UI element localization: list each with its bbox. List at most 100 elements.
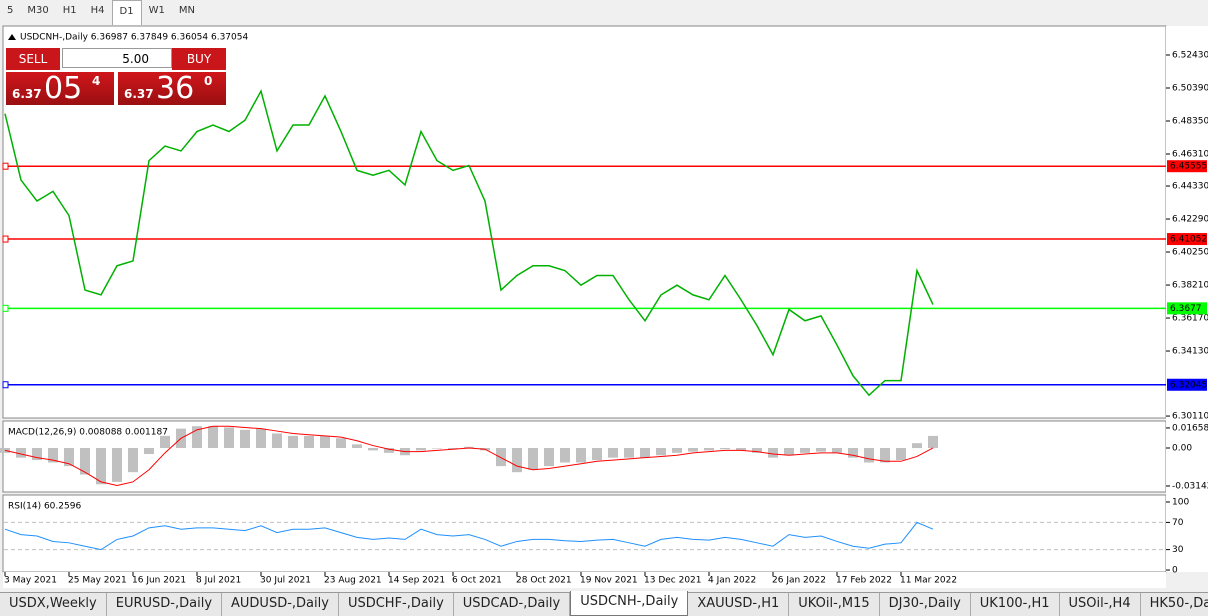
histogram-bar	[128, 447, 138, 473]
x-tick-label: 23 Aug 2021	[324, 576, 382, 586]
histogram-bar	[736, 447, 746, 451]
timeframe-button[interactable]: H4	[90, 5, 105, 16]
x-tick-label: 26 Jan 2022	[772, 576, 826, 586]
x-tick-label: 4 Jan 2022	[708, 576, 756, 586]
timeframe-button[interactable]: D1	[111, 0, 142, 25]
chart-tab[interactable]: AUDUSD-,Daily	[222, 593, 339, 616]
timeframe-bar: 5 M30 H1 H4 D1 W1 MN	[0, 0, 202, 25]
price-sup: 4	[92, 74, 101, 88]
level-label: 6.3677	[1170, 304, 1202, 314]
level-handle	[2, 304, 9, 312]
histogram-bar	[208, 426, 218, 448]
histogram-bar	[304, 435, 314, 448]
histogram-bar	[80, 447, 90, 475]
timeframe-button[interactable]: 5	[7, 5, 14, 16]
histogram-bar	[784, 447, 794, 456]
y-tick-label: 6.40250	[1172, 248, 1208, 258]
level-label-bg	[1167, 302, 1207, 315]
chart-tab[interactable]: UK100-,H1	[971, 593, 1060, 616]
buy-button[interactable]: BUY	[172, 48, 226, 70]
histogram-bar	[528, 447, 538, 470]
price-sup: 0	[204, 74, 213, 88]
chart-tab[interactable]: USOil-,H4	[1060, 593, 1141, 616]
y-tick-label: 6.38210	[1172, 281, 1208, 291]
x-tick-label: 25 May 2021	[68, 576, 127, 586]
histogram-bar	[368, 447, 378, 451]
timeframe-button[interactable]: MN	[178, 5, 195, 16]
chart-tab[interactable]: USDCHF-,Daily	[339, 593, 454, 616]
sell-price[interactable]: 6.37 05 4	[6, 72, 114, 105]
timeframe-button[interactable]: M30	[27, 5, 49, 16]
histogram-bar	[512, 447, 522, 473]
indicator-title: USDCNH-,Daily 6.36987 6.37849 6.36054 6.…	[20, 33, 248, 43]
price-big: 36	[156, 71, 195, 106]
x-tick-label: 16 Jun 2021	[132, 576, 186, 586]
y-tick-label: -0.031421	[1172, 481, 1208, 491]
x-tick-label: 8 Jul 2021	[196, 576, 241, 586]
chart-tab[interactable]: UKOil-,M15	[789, 593, 880, 616]
chart-tab[interactable]: USDX,Weekly	[0, 593, 107, 616]
lot-input[interactable]: 5.00	[62, 48, 172, 68]
x-tick-label: 28 Oct 2021	[516, 576, 572, 586]
histogram-bar	[720, 447, 730, 450]
histogram-bar	[432, 447, 442, 449]
timeframe-button[interactable]: H1	[62, 5, 77, 16]
histogram-bar	[352, 444, 362, 448]
symbol-icon	[8, 34, 16, 40]
level-handle	[2, 235, 9, 243]
chart-tab[interactable]: EURUSD-,Daily	[107, 593, 223, 616]
histogram-bar	[640, 447, 650, 458]
x-tick-label: 19 Nov 2021	[580, 576, 638, 586]
chart-tab[interactable]: DJ30-,Daily	[880, 593, 971, 616]
level-handle	[2, 162, 9, 170]
histogram-bar	[864, 447, 874, 463]
y-tick-label: 6.46310	[1172, 149, 1208, 159]
histogram-bar	[144, 447, 154, 455]
y-tick-label: 6.52430	[1172, 50, 1208, 60]
y-tick-label: 0	[1172, 566, 1178, 576]
level-label-bg	[1167, 233, 1207, 246]
buy-price[interactable]: 6.37 36 0	[118, 72, 226, 105]
histogram-bar	[608, 447, 618, 458]
y-tick-label: 6.48350	[1172, 116, 1208, 126]
histogram-bar	[624, 447, 634, 458]
sell-button[interactable]: SELL	[6, 48, 60, 70]
histogram-bar	[752, 447, 762, 453]
histogram-bar	[272, 433, 282, 448]
price-prefix: 6.37	[12, 87, 42, 101]
timeframe-button[interactable]: W1	[148, 5, 165, 16]
y-tick-label: 6.44330	[1172, 182, 1208, 192]
x-tick-label: 17 Feb 2022	[836, 576, 892, 586]
histogram-bar	[112, 447, 122, 482]
chart-tab[interactable]: XAUUSD-,H1	[688, 593, 790, 616]
histogram-bar	[832, 447, 842, 453]
histogram-bar	[928, 435, 938, 448]
histogram-bar	[592, 447, 602, 461]
y-tick-label: 30	[1172, 545, 1184, 555]
histogram-bar	[880, 447, 890, 463]
histogram-bar	[448, 447, 458, 450]
y-tick-label: 100	[1172, 497, 1189, 507]
histogram-bar	[912, 443, 922, 448]
histogram-bar	[576, 447, 586, 463]
level-label-bg	[1167, 378, 1207, 391]
series-line	[4, 521, 934, 551]
price-prefix: 6.37	[124, 87, 154, 101]
histogram-bar	[848, 447, 858, 458]
x-tick-label: 11 Mar 2022	[900, 576, 957, 586]
histogram-bar	[704, 447, 714, 451]
chart-tab[interactable]: HK50-,Daily	[1141, 593, 1208, 616]
histogram-bar	[464, 446, 474, 448]
x-tick-label: 14 Sep 2021	[388, 576, 445, 586]
histogram-bar	[896, 447, 906, 461]
histogram-bar	[288, 435, 298, 448]
chart-tab[interactable]: USDCNH-,Daily	[570, 591, 689, 616]
chart-tab[interactable]: USDCAD-,Daily	[454, 593, 571, 616]
histogram-bar	[816, 447, 826, 452]
time-axis	[3, 572, 1166, 588]
level-label: 6.45555	[1170, 162, 1207, 172]
indicator-title: RSI(14) 60.2596	[8, 502, 81, 512]
one-click-trading: SELL 5.00 BUY 6.37 05 4 6.37 36 0	[6, 48, 227, 105]
histogram-bar	[16, 447, 26, 458]
